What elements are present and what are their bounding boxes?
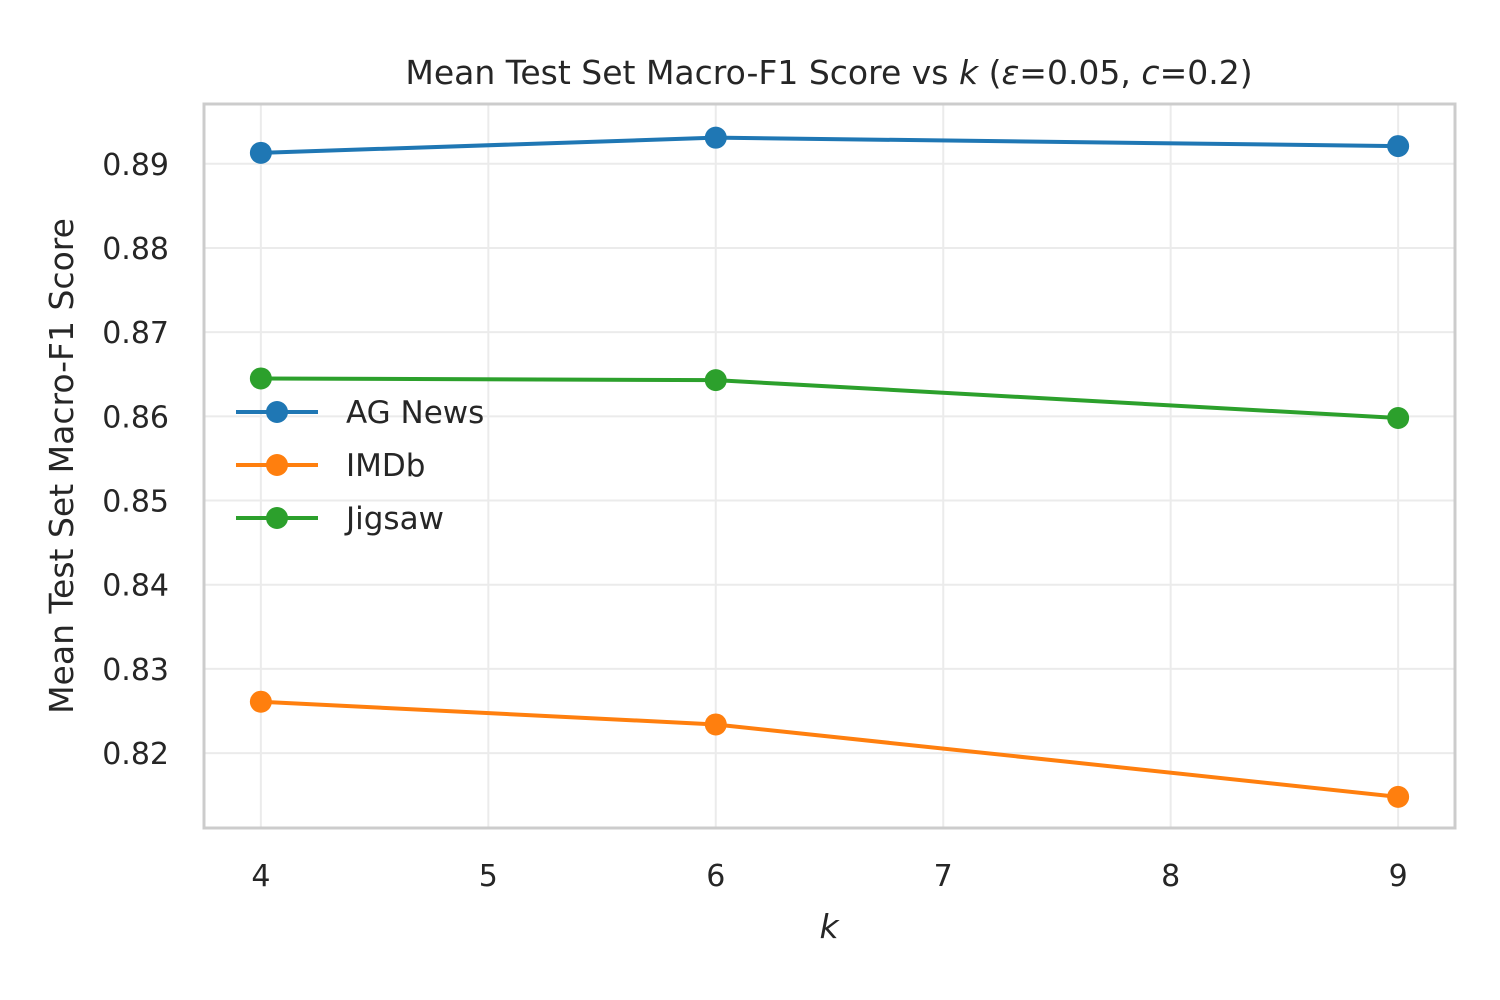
- y-tick-label: 0.84: [102, 569, 169, 604]
- x-axis-label: k: [819, 907, 840, 946]
- data-point: [704, 713, 727, 736]
- data-point: [1387, 785, 1410, 808]
- data-point: [704, 126, 727, 149]
- tick-labels: 4 5 6 7 8 9 0.82 0.83 0.84 0.85 0.86 0.87 0.88 0.89: [102, 148, 1407, 894]
- y-axis-label: Mean Test Set Macro-F1 Score: [42, 218, 81, 714]
- chart-title: Mean Test Set Macro-F1 Score vs k (ε=0.0…: [405, 53, 1252, 92]
- y-tick-label: 0.82: [102, 737, 169, 772]
- y-tick-label: 0.89: [102, 148, 169, 183]
- legend: AG News IMDb Jigsaw: [236, 395, 484, 537]
- y-tick-label: 0.86: [102, 400, 169, 435]
- y-tick-label: 0.88: [102, 232, 169, 267]
- series-line: [260, 699, 1399, 799]
- y-tick-label: 0.87: [102, 316, 169, 351]
- x-tick-label: 8: [1161, 859, 1180, 894]
- x-tick-label: 4: [251, 859, 270, 894]
- x-tick-label: 6: [706, 859, 725, 894]
- data-point: [249, 367, 272, 390]
- legend-label: IMDb: [346, 448, 425, 484]
- data-point: [704, 369, 727, 392]
- plot-frame: [202, 102, 1457, 830]
- data-point: [249, 690, 272, 713]
- series-layer: [249, 126, 1410, 808]
- data-point: [1387, 135, 1410, 158]
- data-point: [249, 141, 272, 164]
- legend-swatch-marker: [266, 454, 288, 476]
- data-point: [1387, 407, 1410, 430]
- y-tick-label: 0.83: [102, 653, 169, 688]
- legend-label: AG News: [346, 395, 484, 431]
- x-tick-label: 9: [1389, 859, 1408, 894]
- legend-swatch-marker: [266, 401, 288, 423]
- x-tick-label: 7: [934, 859, 953, 894]
- y-tick-label: 0.85: [102, 485, 169, 520]
- legend-swatch-marker: [266, 507, 288, 529]
- legend-label: Jigsaw: [344, 501, 444, 537]
- x-tick-label: 5: [479, 859, 498, 894]
- series-line: [260, 135, 1399, 155]
- grid-lines: [204, 104, 1455, 828]
